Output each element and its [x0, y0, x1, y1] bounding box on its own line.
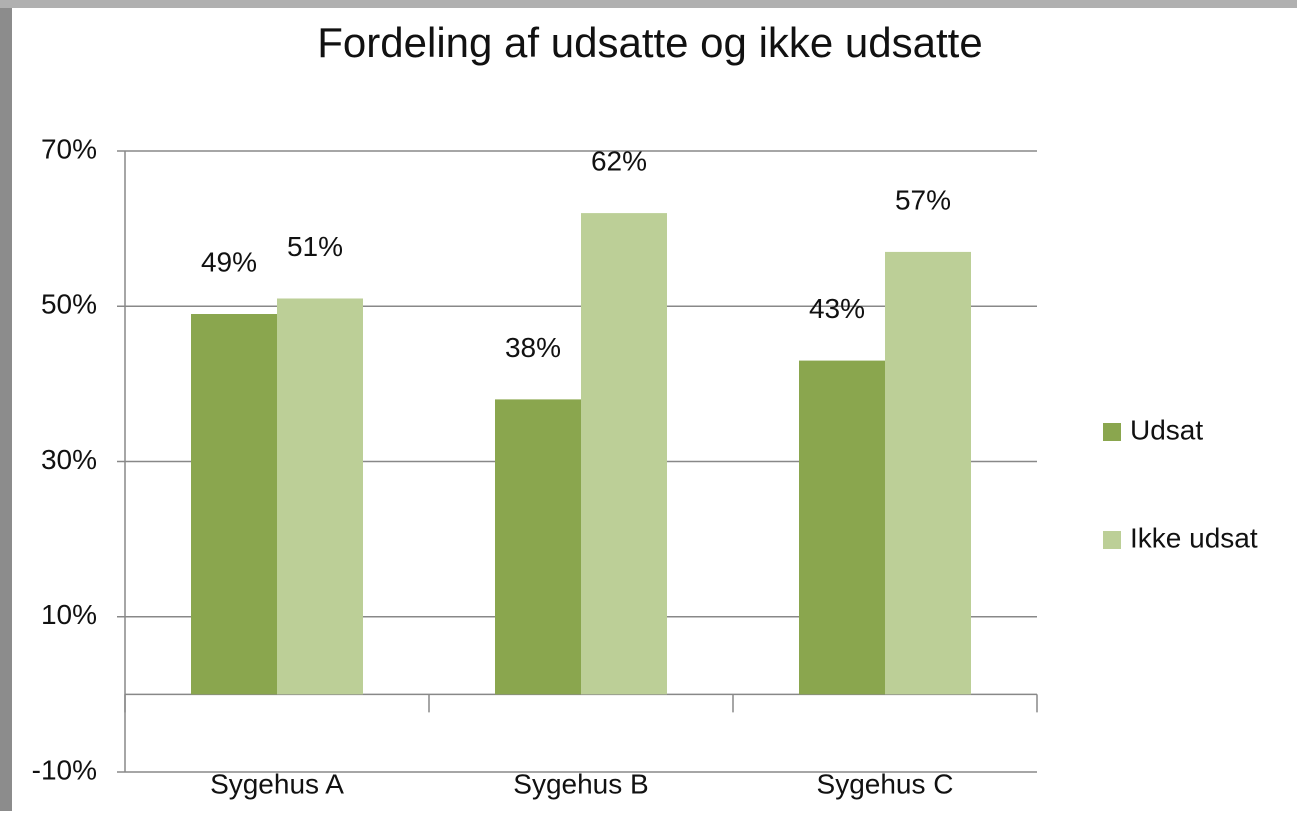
y-tick-label: 30% [41, 444, 97, 475]
bar [495, 399, 581, 695]
y-tick-label: 70% [41, 133, 97, 164]
data-label: 62% [591, 145, 647, 176]
data-label: 38% [505, 332, 561, 363]
y-tick-label: 10% [41, 599, 97, 630]
y-tick-label: -10% [32, 754, 97, 785]
data-label: 51% [287, 231, 343, 262]
legend-label: Ikke udsat [1130, 522, 1258, 553]
bar [581, 213, 667, 695]
y-tick-label: 50% [41, 289, 97, 320]
legend-swatch [1103, 531, 1121, 549]
chart-title: Fordeling af udsatte og ikke udsatte [317, 19, 982, 66]
x-tick-label: Sygehus A [210, 768, 344, 799]
data-label: 43% [809, 293, 865, 324]
frame-top [0, 0, 1297, 8]
x-tick-label: Sygehus B [513, 768, 648, 799]
bar [885, 251, 971, 695]
data-label: 57% [895, 184, 951, 215]
legend-swatch [1103, 423, 1121, 441]
bar [191, 314, 277, 695]
bar [799, 360, 885, 695]
x-tick-label: Sygehus C [817, 768, 954, 799]
legend-label: Udsat [1130, 414, 1203, 445]
frame-left [0, 0, 12, 811]
data-label: 49% [201, 246, 257, 277]
bar [277, 298, 363, 695]
